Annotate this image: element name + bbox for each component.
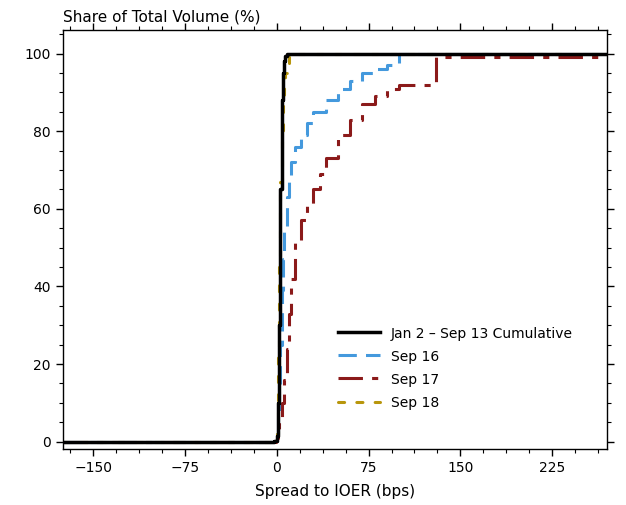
Sep 18 [261,439,269,445]
Sep 17 [383,85,391,91]
Jan 2 – Sep 13 Cumulative [274,433,282,439]
Jan 2 – Sep 13 Cumulative [269,439,277,445]
Sep 18 [270,439,278,445]
Sep 18 [59,439,66,445]
Jan 2 – Sep 13 Cumulative [270,439,278,445]
Sep 18 [270,439,278,445]
Legend: Jan 2 – Sep 13 Cumulative, Sep 16, Sep 17, Sep 18: Jan 2 – Sep 13 Cumulative, Sep 16, Sep 1… [327,315,584,422]
Sep 18 [261,439,269,445]
Sep 16 [269,439,277,445]
Sep 18 [273,439,280,445]
Sep 16 [59,439,66,445]
Sep 18 [278,128,285,134]
Jan 2 – Sep 13 Cumulative [277,186,284,192]
Sep 17 [272,438,279,444]
Sep 18 [272,439,279,445]
Sep 17 [280,377,288,383]
Sep 16 [603,50,611,57]
Jan 2 – Sep 13 Cumulative [282,53,289,59]
Jan 2 – Sep 13 Cumulative [59,439,66,445]
Sep 18 [282,82,289,88]
Sep 18 [269,439,277,445]
Jan 2 – Sep 13 Cumulative [280,58,288,64]
Jan 2 – Sep 13 Cumulative [277,322,284,328]
Sep 18 [278,179,285,185]
Sep 18 [277,179,284,185]
Sep 17 [432,55,439,61]
Sep 18 [275,256,283,262]
Sep 18 [274,354,282,360]
Sep 17 [603,55,611,61]
Jan 2 – Sep 13 Cumulative [279,70,287,76]
Sep 16 [603,50,611,57]
Sep 18 [285,50,293,57]
Sep 18 [277,256,284,262]
Text: Share of Total Volume (%): Share of Total Volume (%) [63,10,260,25]
Sep 16 [371,66,379,72]
Jan 2 – Sep 13 Cumulative [283,50,290,57]
Sep 18 [272,439,279,445]
Sep 18 [283,62,290,68]
Jan 2 – Sep 13 Cumulative [282,58,289,64]
Jan 2 – Sep 13 Cumulative [273,437,280,443]
Sep 18 [269,439,277,445]
Jan 2 – Sep 13 Cumulative [272,438,279,444]
Sep 16 [274,431,282,437]
Sep 18 [603,50,611,57]
Sep 18 [274,431,282,437]
Jan 2 – Sep 13 Cumulative [603,50,611,57]
Sep 18 [273,431,280,437]
Jan 2 – Sep 13 Cumulative [261,439,269,445]
Sep 16 [272,437,279,443]
Sep 16 [278,287,285,293]
Sep 17 [59,439,66,445]
Sep 18 [267,439,274,445]
Sep 18 [279,128,287,134]
X-axis label: Spread to IOER (bps): Spread to IOER (bps) [255,484,415,498]
Line: Sep 18: Sep 18 [63,54,607,442]
Jan 2 – Sep 13 Cumulative [270,438,278,444]
Jan 2 – Sep 13 Cumulative [278,97,285,103]
Sep 18 [282,70,289,76]
Line: Sep 17: Sep 17 [63,58,607,442]
Jan 2 – Sep 13 Cumulative [274,400,282,406]
Sep 17 [603,55,611,61]
Sep 18 [280,82,288,88]
Line: Sep 16: Sep 16 [63,54,607,442]
Jan 2 – Sep 13 Cumulative [278,186,285,192]
Jan 2 – Sep 13 Cumulative [269,439,277,445]
Jan 2 – Sep 13 Cumulative [603,50,611,57]
Jan 2 – Sep 13 Cumulative [272,437,279,443]
Sep 18 [603,50,611,57]
Sep 18 [267,439,274,445]
Sep 18 [280,97,288,103]
Jan 2 – Sep 13 Cumulative [275,322,283,328]
Sep 18 [279,97,287,103]
Sep 16 [396,50,403,57]
Jan 2 – Sep 13 Cumulative [275,400,283,406]
Line: Jan 2 – Sep 13 Cumulative: Jan 2 – Sep 13 Cumulative [63,54,607,442]
Sep 18 [285,62,293,68]
Jan 2 – Sep 13 Cumulative [261,439,269,445]
Jan 2 – Sep 13 Cumulative [279,97,287,103]
Jan 2 – Sep 13 Cumulative [267,439,274,445]
Sep 18 [283,70,290,76]
Sep 17 [269,439,277,445]
Sep 17 [274,435,282,441]
Jan 2 – Sep 13 Cumulative [280,70,288,76]
Jan 2 – Sep 13 Cumulative [267,439,274,445]
Jan 2 – Sep 13 Cumulative [283,53,290,59]
Sep 18 [275,354,283,360]
Jan 2 – Sep 13 Cumulative [273,433,280,439]
